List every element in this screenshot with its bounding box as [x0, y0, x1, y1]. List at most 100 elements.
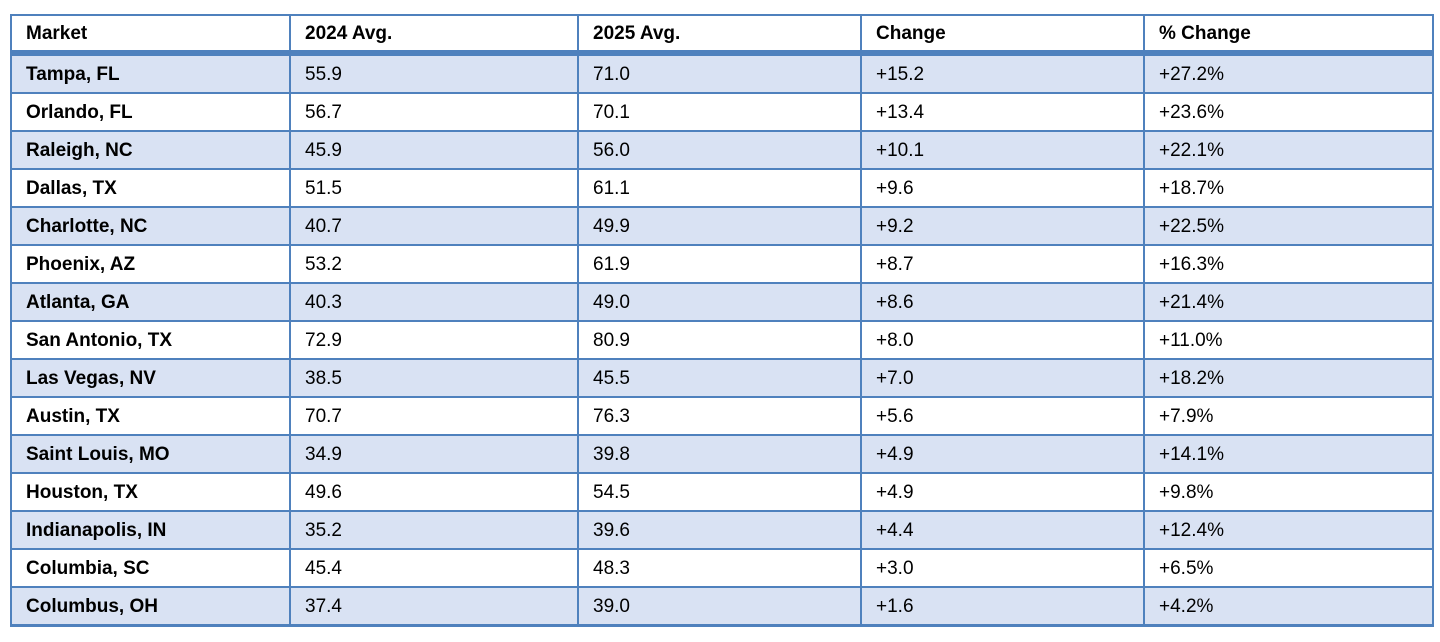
value-cell: +1.6	[860, 586, 1145, 627]
value-cell: +21.4%	[1143, 282, 1434, 322]
table-row: San Antonio, TX 72.9 80.9 +8.0 +11.0%	[10, 320, 1434, 360]
value-cell: +4.9	[860, 434, 1145, 474]
value-cell: +10.1	[860, 130, 1145, 170]
value-cell: +18.7%	[1143, 168, 1434, 208]
table-row: Atlanta, GA 40.3 49.0 +8.6 +21.4%	[10, 282, 1434, 322]
table-container: Market 2024 Avg. 2025 Avg. Change% Change T…	[10, 14, 1434, 627]
value-cell: 72.9	[289, 320, 579, 360]
value-cell: +5.6	[860, 396, 1145, 436]
market-comparison-table: Market 2024 Avg. 2025 Avg. Change% Change T…	[10, 14, 1434, 627]
market-cell: Raleigh, NC	[10, 130, 291, 170]
value-cell: 39.8	[577, 434, 862, 474]
value-cell: 51.5	[289, 168, 579, 208]
table-row: Dallas, TX 51.5 61.1 +9.6 +18.7%	[10, 168, 1434, 208]
value-cell: +7.9%	[1143, 396, 1434, 436]
value-cell: +7.0	[860, 358, 1145, 398]
value-cell: 45.9	[289, 130, 579, 170]
table-row: Columbia, SC 45.4 48.3 +3.0 +6.5%	[10, 548, 1434, 588]
value-cell: +23.6%	[1143, 92, 1434, 132]
value-cell: +8.0	[860, 320, 1145, 360]
market-cell: Phoenix, AZ	[10, 244, 291, 284]
value-cell: +13.4	[860, 92, 1145, 132]
market-cell: Columbus, OH	[10, 586, 291, 627]
market-cell: Dallas, TX	[10, 168, 291, 208]
value-cell: +27.2%	[1143, 52, 1434, 94]
market-cell: Houston, TX	[10, 472, 291, 512]
value-cell: +15.2	[860, 52, 1145, 94]
column-header: Change	[860, 14, 1145, 56]
market-cell: Indianapolis, IN	[10, 510, 291, 550]
value-cell: 55.9	[289, 52, 579, 94]
value-cell: 40.3	[289, 282, 579, 322]
value-cell: 49.9	[577, 206, 862, 246]
column-header: Market	[10, 14, 291, 56]
market-cell: Atlanta, GA	[10, 282, 291, 322]
value-cell: +4.2%	[1143, 586, 1434, 627]
value-cell: 70.7	[289, 396, 579, 436]
value-cell: 40.7	[289, 206, 579, 246]
table-row: Raleigh, NC 45.9 56.0 +10.1 +22.1%	[10, 130, 1434, 170]
value-cell: 45.5	[577, 358, 862, 398]
value-cell: 61.1	[577, 168, 862, 208]
value-cell: +16.3%	[1143, 244, 1434, 284]
value-cell: 49.6	[289, 472, 579, 512]
table-row: Phoenix, AZ 53.2 61.9 +8.7 +16.3%	[10, 244, 1434, 284]
table-row: Orlando, FL 56.7 70.1 +13.4 +23.6%	[10, 92, 1434, 132]
value-cell: +11.0%	[1143, 320, 1434, 360]
value-cell: 76.3	[577, 396, 862, 436]
table-row: Austin, TX 70.7 76.3 +5.6 +7.9%	[10, 396, 1434, 436]
value-cell: +9.2	[860, 206, 1145, 246]
column-header: % Change	[1143, 14, 1434, 56]
value-cell: +12.4%	[1143, 510, 1434, 550]
market-cell: Saint Louis, MO	[10, 434, 291, 474]
table-row: Houston, TX 49.6 54.5 +4.9 +9.8%	[10, 472, 1434, 512]
table-row: Columbus, OH 37.4 39.0 +1.6 +4.2%	[10, 586, 1434, 627]
value-cell: 39.6	[577, 510, 862, 550]
table-row: Las Vegas, NV 38.5 45.5 +7.0 +18.2%	[10, 358, 1434, 398]
market-cell: Las Vegas, NV	[10, 358, 291, 398]
value-cell: 39.0	[577, 586, 862, 627]
value-cell: +3.0	[860, 548, 1145, 588]
column-header: 2025 Avg.	[577, 14, 862, 56]
market-cell: San Antonio, TX	[10, 320, 291, 360]
value-cell: 54.5	[577, 472, 862, 512]
value-cell: 56.7	[289, 92, 579, 132]
value-cell: +9.6	[860, 168, 1145, 208]
value-cell: +22.1%	[1143, 130, 1434, 170]
value-cell: +6.5%	[1143, 548, 1434, 588]
table-row: Indianapolis, IN 35.2 39.6 +4.4 +12.4%	[10, 510, 1434, 550]
value-cell: +18.2%	[1143, 358, 1434, 398]
table-row: Saint Louis, MO 34.9 39.8 +4.9 +14.1%	[10, 434, 1434, 474]
value-cell: +4.4	[860, 510, 1145, 550]
market-cell: Orlando, FL	[10, 92, 291, 132]
value-cell: +8.7	[860, 244, 1145, 284]
value-cell: 80.9	[577, 320, 862, 360]
value-cell: 53.2	[289, 244, 579, 284]
value-cell: +22.5%	[1143, 206, 1434, 246]
value-cell: 38.5	[289, 358, 579, 398]
value-cell: 61.9	[577, 244, 862, 284]
value-cell: +8.6	[860, 282, 1145, 322]
market-cell: Tampa, FL	[10, 52, 291, 94]
table-header: Market 2024 Avg. 2025 Avg. Change% Change	[10, 14, 1434, 56]
value-cell: 49.0	[577, 282, 862, 322]
value-cell: +9.8%	[1143, 472, 1434, 512]
column-header: 2024 Avg.	[289, 14, 579, 56]
market-cell: Austin, TX	[10, 396, 291, 436]
value-cell: +4.9	[860, 472, 1145, 512]
table-body: Tampa, FL 55.9 71.0 +15.2 +27.2% Orlando, FL 5…	[10, 52, 1434, 627]
value-cell: 45.4	[289, 548, 579, 588]
value-cell: 37.4	[289, 586, 579, 627]
header-row: Market 2024 Avg. 2025 Avg. Change% Change	[10, 14, 1434, 56]
table-row: Charlotte, NC 40.7 49.9 +9.2 +22.5%	[10, 206, 1434, 246]
value-cell: 71.0	[577, 52, 862, 94]
value-cell: 35.2	[289, 510, 579, 550]
value-cell: 48.3	[577, 548, 862, 588]
market-cell: Charlotte, NC	[10, 206, 291, 246]
value-cell: 56.0	[577, 130, 862, 170]
value-cell: +14.1%	[1143, 434, 1434, 474]
table-row: Tampa, FL 55.9 71.0 +15.2 +27.2%	[10, 52, 1434, 94]
market-cell: Columbia, SC	[10, 548, 291, 588]
value-cell: 70.1	[577, 92, 862, 132]
